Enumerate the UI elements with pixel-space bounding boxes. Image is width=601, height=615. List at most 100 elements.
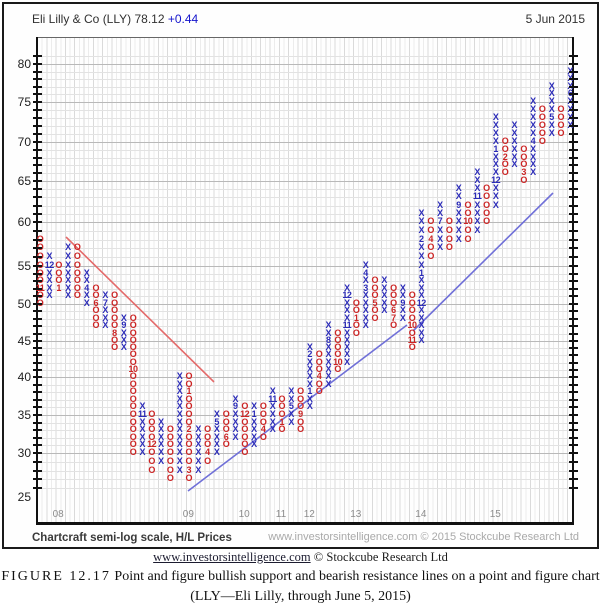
pnf-month-label: 12 [342, 290, 352, 300]
pnf-month-label: 1 [186, 386, 192, 396]
y-axis-label: 45 [17, 334, 31, 348]
gridline-row [37, 158, 573, 159]
pnf-cell: O [334, 349, 341, 359]
y-axis-label: 55 [17, 259, 31, 273]
left-axis-tick [33, 444, 42, 446]
pnf-cell: X [195, 465, 201, 475]
pnf-cell: X [102, 290, 108, 300]
left-axis-tick [33, 340, 42, 342]
right-axis-tick [569, 188, 578, 190]
pnf-cell: O [520, 144, 527, 154]
left-axis-tick [33, 71, 42, 73]
right-axis-tick [569, 422, 578, 424]
pnf-cell: X [437, 225, 443, 235]
pnf-cell: O [111, 298, 118, 308]
right-axis-tick [569, 117, 578, 119]
pnf-month-label: 12 [416, 298, 427, 308]
pnf-month-label: 12 [491, 175, 501, 185]
pnf-month-label: 6 [391, 305, 396, 315]
pnf-cell: X [83, 298, 90, 308]
right-axis-tick [569, 213, 578, 215]
pnf-cell: O [371, 305, 379, 315]
left-axis-tick [33, 478, 42, 480]
chart-title: Eli Lilly & Co (LLY) 78.12 +0.44 [32, 12, 198, 26]
gridline-row [37, 281, 573, 282]
pnf-cell: X [362, 305, 369, 315]
pnf-month-label: 11 [268, 394, 277, 404]
pnf-cell: X [492, 112, 499, 122]
credit-link[interactable]: www.investorsintelligence.com [153, 550, 311, 564]
right-axis-tick [569, 239, 578, 241]
left-axis-tick [33, 310, 42, 312]
pnf-cell: O [111, 320, 118, 330]
pnf-cell: X [418, 313, 425, 323]
left-axis-tick [33, 470, 42, 472]
gridline-row [37, 64, 573, 65]
pnf-cell: X [102, 313, 108, 323]
pnf-cell: X [418, 335, 425, 345]
pnf-cell: X [251, 424, 257, 434]
right-axis-tick [569, 172, 578, 174]
pnf-month-label: 8 [112, 328, 117, 338]
pnf-cell: O [520, 152, 527, 162]
right-axis-tick [569, 256, 578, 258]
right-axis-tick [569, 444, 578, 446]
gridline-row [37, 326, 573, 327]
pnf-cell: X [158, 424, 164, 434]
pnf-cell: X [381, 298, 387, 308]
pnf-cell: X [288, 417, 294, 427]
pnf-cell: O [315, 349, 323, 359]
pnf-cell: O [129, 447, 137, 457]
y-axis-label: 35 [17, 408, 31, 422]
pnf-cell: O [73, 268, 81, 278]
left-axis-tick [33, 280, 42, 282]
gridline-row [37, 87, 573, 88]
left-axis-tick [33, 133, 42, 135]
pnf-cell: O [390, 298, 397, 308]
pnf-cell: X [306, 394, 313, 404]
pnf-month-label: 5 [214, 417, 219, 427]
gridline-row [37, 334, 573, 335]
pnf-cell: X [474, 225, 480, 235]
pnf-cell: O [166, 465, 174, 475]
pnf-month-label: 7 [391, 313, 396, 323]
pnf-cell: O [501, 136, 509, 146]
pnf-cell: X [492, 200, 499, 210]
left-axis-tick [33, 125, 42, 127]
pnf-cell: X [213, 424, 220, 434]
left-axis-tick [33, 141, 42, 143]
pnf-cell: X [46, 275, 53, 285]
bearish-resistance-line [65, 236, 215, 383]
x-year-label: 14 [415, 509, 427, 520]
pnf-cell: O [315, 364, 323, 374]
pnf-cell: X [306, 371, 313, 381]
pnf-cell: O [352, 320, 360, 330]
left-axis-tick [33, 265, 42, 267]
pnf-month-label: 10 [333, 357, 343, 367]
left-axis-tick [33, 391, 42, 393]
pnf-month-label: 12 [44, 260, 55, 270]
pnf-cell: X [139, 447, 146, 457]
pnf-month-label: 2 [186, 424, 192, 434]
pnf-cell: X [288, 409, 294, 419]
gridline-row [37, 377, 573, 378]
y-axis-label: 75 [17, 95, 31, 109]
pnf-cell: O [204, 439, 211, 449]
pnf-cell: O [148, 417, 155, 427]
pnf-month-label: 4 [530, 136, 536, 146]
left-axis-tick [33, 247, 42, 249]
right-axis-tick [569, 429, 578, 431]
pnf-month-label: 3 [521, 167, 526, 177]
pnf-cell: O [483, 208, 490, 218]
pnf-cell: O [390, 290, 397, 300]
right-axis-tick [569, 273, 578, 275]
pnf-cell: X [306, 364, 313, 374]
left-axis-tick [33, 101, 42, 103]
pnf-cell: X [418, 275, 425, 285]
pnf-cell: O [222, 417, 230, 427]
pnf-cell: X [381, 275, 387, 285]
pnf-cell: X [158, 417, 164, 427]
left-axis-tick [33, 188, 42, 190]
pnf-cell: O [129, 401, 137, 411]
pnf-cell: O [185, 409, 193, 419]
